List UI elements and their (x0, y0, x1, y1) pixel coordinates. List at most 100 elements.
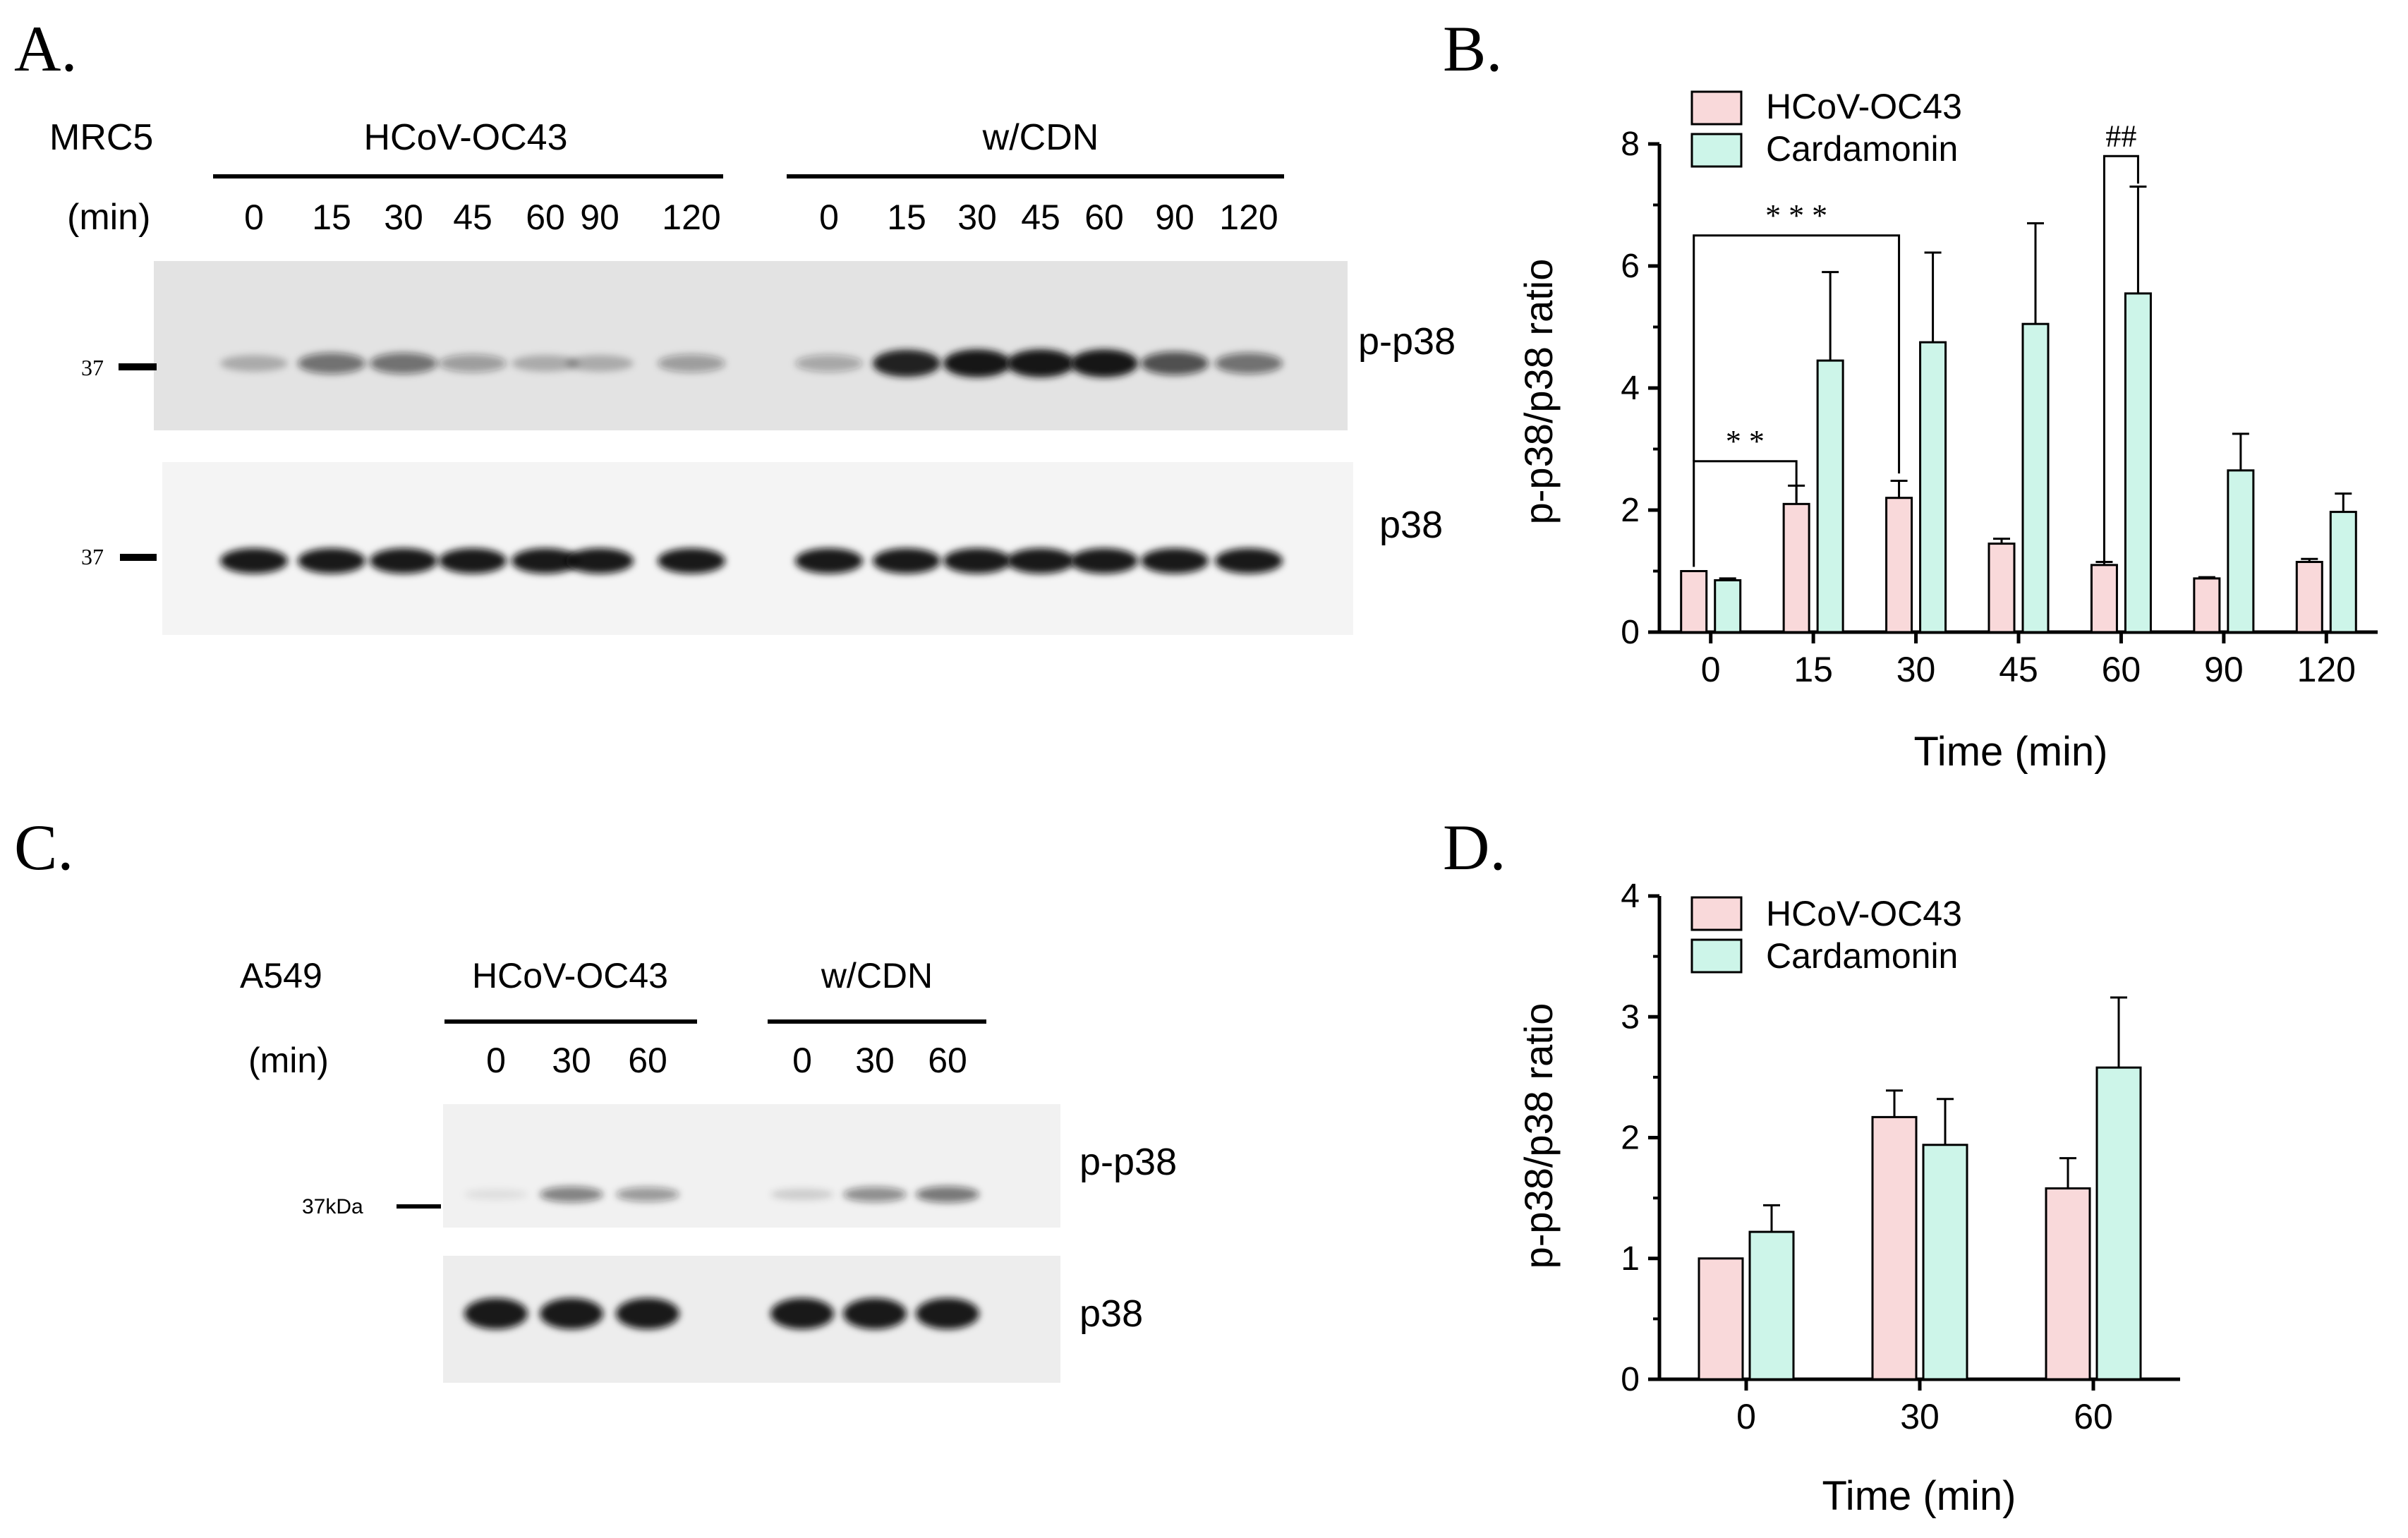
panel-d-plot-area: 0 1 2 3 4 0 30 60 (1621, 878, 2180, 1436)
panel-a-total-band (1070, 548, 1138, 574)
panel-a-total-band (658, 548, 725, 574)
panel-a-phospho-band (298, 353, 365, 374)
bar (1698, 1257, 1744, 1381)
panel-a-marker-top: 37 (81, 355, 104, 380)
panel-a-total-band (512, 548, 579, 574)
bar (2227, 469, 2255, 634)
panel-d-legend: HCoV-OC43 Cardamonin (1690, 894, 1962, 976)
panel-c-phospho-band (540, 1186, 603, 1203)
bar (2124, 292, 2152, 634)
panel-b-plot-area: 0 2 4 6 8 0 15 30 45 60 90 120 * * * * * ## (1621, 119, 2378, 689)
panel-a-label-top: p-p38 (1358, 320, 1456, 363)
panel-c-time-label: 60 (928, 1041, 967, 1080)
panel-a-time-label: 120 (662, 198, 720, 237)
panel-a-phospho-band (1141, 351, 1209, 375)
bar (2045, 1187, 2091, 1381)
panel-a-cell-line: MRC5 (49, 117, 153, 158)
x-tick-label: 60 (2102, 650, 2141, 689)
panel-d-letter: D. (1443, 811, 1506, 883)
panel-a-phospho-band (220, 355, 288, 372)
panel-d-legend-swatch-hcov (1690, 896, 1743, 931)
bar (1680, 570, 1708, 634)
panel-a-phospho-band (795, 354, 863, 373)
panel-c-total-band (464, 1298, 528, 1329)
y-tick-label: 6 (1621, 248, 1640, 285)
panel-a-time-label: 15 (887, 198, 926, 237)
bar (1748, 1230, 1795, 1381)
panel-a-time-label: 0 (819, 198, 839, 237)
bar (2021, 322, 2050, 634)
panel-b-legend: HCoV-OC43 Cardamonin (1690, 87, 1962, 169)
bar (1885, 497, 1913, 634)
y-tick-label: 4 (1621, 370, 1640, 407)
panel-c-time-labels: 0 30 60 0 30 60 (486, 1041, 967, 1080)
panel-a-time-label: 45 (1021, 198, 1060, 237)
panel-a-phospho-band (439, 354, 507, 373)
significance-bracket-0-15-label: * * (1726, 424, 1765, 459)
panel-a-total-band (220, 548, 288, 574)
panel-a-phospho-band (566, 355, 634, 372)
panel-a-total-band (1007, 548, 1075, 574)
panel-c-total-band (616, 1298, 679, 1329)
panel-a-unit: (min) (67, 197, 150, 238)
panel-a-group1-label: HCoV-OC43 (364, 117, 568, 158)
panel-c-total-band (916, 1298, 979, 1329)
y-tick-label: 1 (1621, 1240, 1640, 1278)
panel-a-top-bands (220, 349, 1283, 377)
panel-b-letter: B. (1443, 13, 1502, 85)
bar (1782, 502, 1810, 634)
panel-c-time-label: 30 (552, 1041, 591, 1080)
panel-a-phospho-band (370, 353, 437, 374)
panel-c-time-label: 60 (628, 1041, 667, 1080)
significance-bracket-0-15 (1693, 460, 1798, 567)
panel-d-y-axis-label: p-p38/p38 ratio (1516, 1003, 1561, 1269)
panel-a-phospho-band (1007, 349, 1075, 377)
panel-c-label-top: p-p38 (1079, 1141, 1177, 1183)
panel-b-legend-label-cdn: Cardamonin (1766, 129, 1958, 169)
panel-a-marker-bottom: 37 (81, 544, 104, 569)
bar (2295, 561, 2323, 634)
panel-d-bar-chart: D. p-p38/p38 ratio Time (min) 0 1 2 3 4 0 30 60… (1443, 811, 2180, 1519)
panel-a-total-band (298, 548, 365, 574)
bar (2090, 564, 2118, 634)
panel-a-time-label: 0 (244, 198, 264, 237)
panel-c-time-label: 0 (792, 1041, 812, 1080)
panel-a-total-band (439, 548, 507, 574)
panel-c-unit: (min) (248, 1041, 329, 1080)
y-tick-label: 0 (1621, 1361, 1640, 1398)
panel-c-marker: 37kDa (302, 1195, 363, 1218)
panel-a-time-label: 90 (1155, 198, 1194, 237)
panel-b-y-axis-label: p-p38/p38 ratio (1516, 259, 1561, 525)
panel-a-phospho-band (873, 349, 940, 377)
panel-b-legend-label-hcov: HCoV-OC43 (1766, 87, 1962, 126)
panel-a-letter: A. (14, 13, 77, 85)
panel-c-bottom-bands (464, 1298, 979, 1329)
panel-a-phospho-band (1070, 349, 1138, 377)
panel-b-bar-chart: B. p-p38/p38 ratio Time (min) 0 2 4 6 8 0 15 30… (1443, 13, 2378, 775)
x-tick-label: 30 (1896, 650, 1936, 689)
panel-a-label-bottom: p38 (1379, 504, 1443, 546)
panel-b-x-axis-label: Time (min) (1914, 729, 2108, 775)
x-tick-label: 45 (1999, 650, 2038, 689)
bar (2193, 577, 2221, 634)
panel-a-phospho-band (658, 354, 725, 373)
bar (2095, 1066, 2142, 1381)
significance-bracket-0-30 (1693, 234, 1901, 474)
x-tick-label: 90 (2204, 650, 2244, 689)
panel-a-total-band (1215, 548, 1283, 574)
panel-a-bottom-blot (162, 462, 1353, 635)
y-tick-label: 3 (1621, 998, 1640, 1036)
panel-a-total-band (370, 548, 437, 574)
panel-c-total-band (540, 1298, 603, 1329)
panel-a-phospho-band (1215, 353, 1283, 374)
x-tick-label: 0 (1736, 1397, 1756, 1436)
panel-d-legend-label-hcov: HCoV-OC43 (1766, 894, 1962, 933)
panel-a-time-labels: 0 15 30 45 60 90 120 0 15 30 45 60 90 120 (244, 198, 1278, 237)
panel-a-time-label: 30 (384, 198, 423, 237)
panel-c-phospho-band (916, 1186, 979, 1203)
panel-c-phospho-band (464, 1189, 528, 1200)
panel-a-group2-label: w/CDN (982, 117, 1099, 158)
panel-a-time-label: 45 (453, 198, 492, 237)
panel-c-western-blot: C. A549 (min) HCoV-OC43 w/CDN 0 30 60 0 30 60… (14, 811, 1177, 1383)
y-tick-label: 8 (1621, 126, 1640, 163)
